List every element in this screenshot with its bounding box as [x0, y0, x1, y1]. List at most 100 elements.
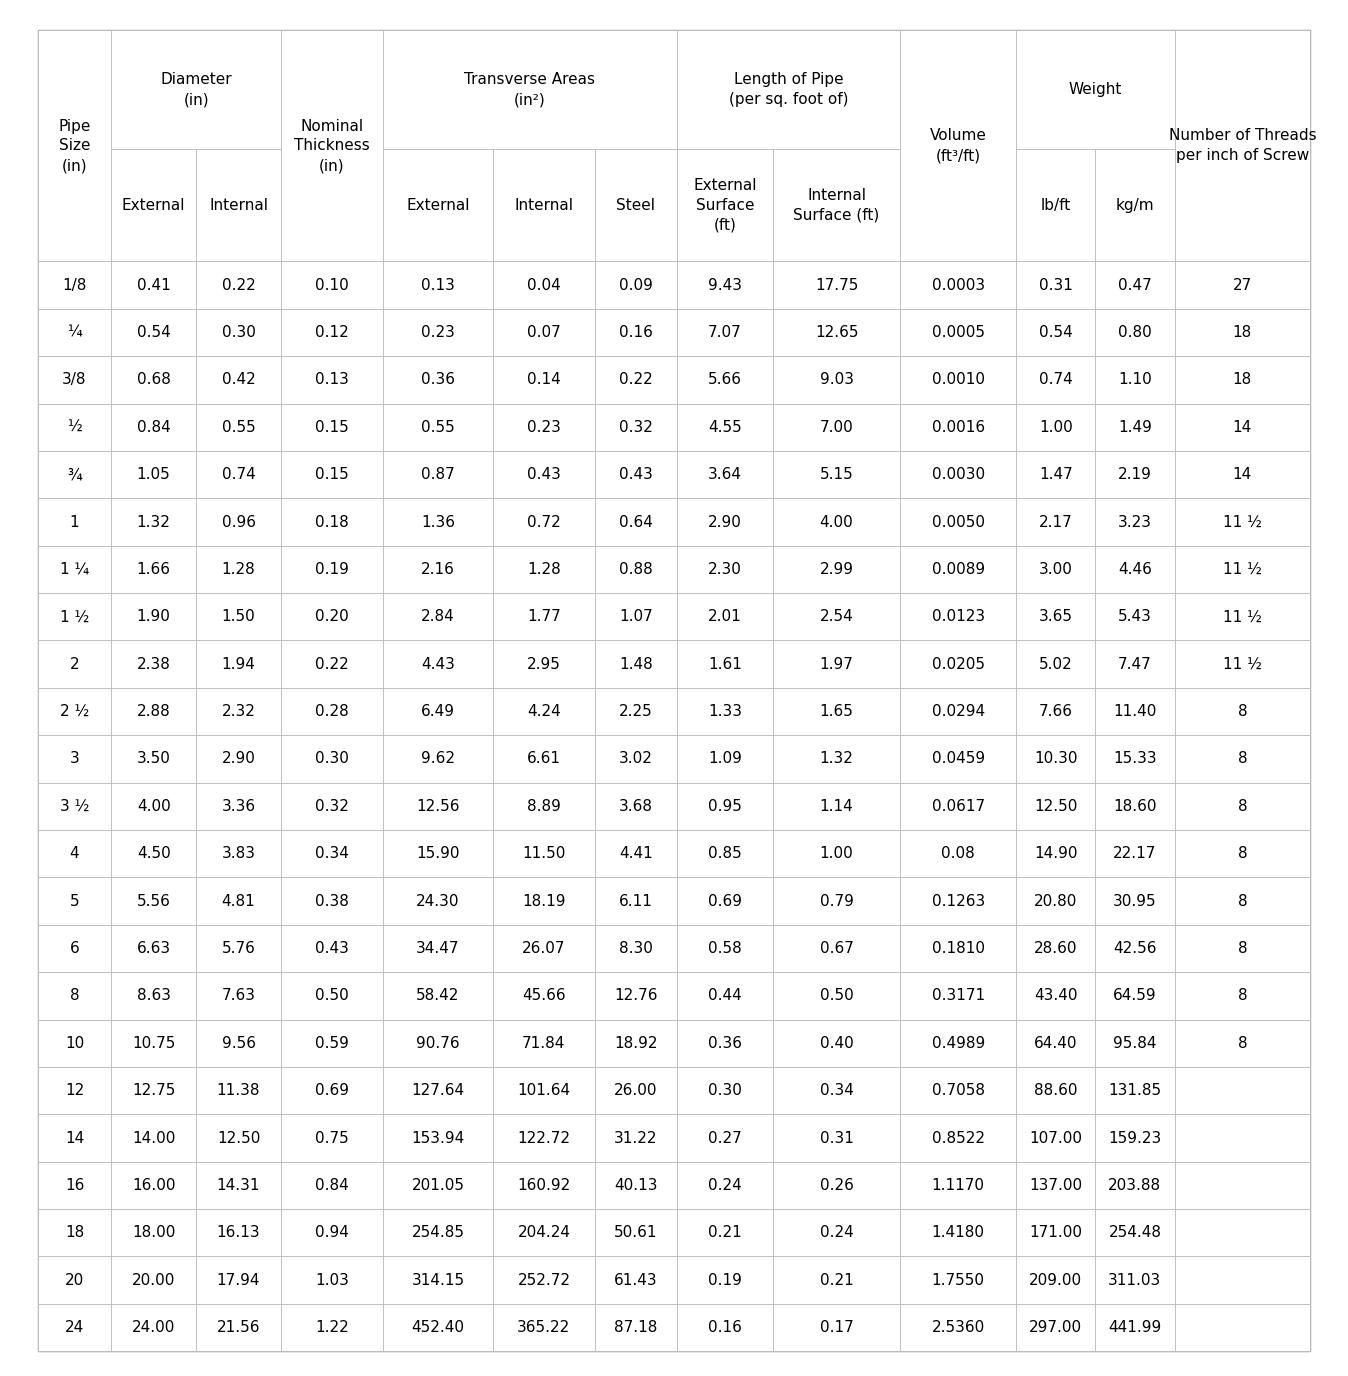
Text: 0.16: 0.16 — [708, 1320, 741, 1335]
Bar — [594, 403, 677, 451]
Bar — [1174, 878, 1310, 925]
Text: 18.60: 18.60 — [1113, 799, 1157, 813]
Text: 0.0005: 0.0005 — [931, 325, 984, 340]
Bar — [195, 1210, 280, 1256]
Text: 2.99: 2.99 — [820, 561, 853, 577]
Bar — [38, 688, 112, 735]
Text: 18.00: 18.00 — [132, 1225, 175, 1240]
Text: Number of Threads
per inch of Screw: Number of Threads per inch of Screw — [1169, 128, 1316, 164]
Bar — [677, 783, 772, 830]
Bar — [677, 403, 772, 451]
Bar — [900, 1020, 1016, 1066]
Text: 12.76: 12.76 — [615, 988, 658, 1003]
Text: Steel: Steel — [616, 198, 655, 213]
Text: 0.55: 0.55 — [421, 420, 454, 435]
Bar — [677, 593, 772, 640]
Bar — [1174, 640, 1310, 688]
Text: 18: 18 — [65, 1225, 84, 1240]
Bar — [383, 735, 493, 783]
Text: 0.0205: 0.0205 — [931, 656, 984, 671]
Text: 28.60: 28.60 — [1034, 941, 1077, 956]
Text: 1.1170: 1.1170 — [931, 1178, 984, 1193]
Bar — [1016, 830, 1096, 878]
Bar — [280, 783, 383, 830]
Bar — [383, 925, 493, 973]
Text: 4.00: 4.00 — [820, 515, 853, 530]
Text: 11 ½: 11 ½ — [1223, 656, 1262, 671]
Bar — [383, 783, 493, 830]
Bar — [280, 688, 383, 735]
Text: 1.22: 1.22 — [315, 1320, 349, 1335]
Bar — [112, 688, 195, 735]
Text: 2: 2 — [70, 656, 80, 671]
Bar — [1096, 308, 1174, 356]
Bar — [112, 308, 195, 356]
Bar — [38, 498, 112, 546]
Text: 27: 27 — [1233, 278, 1252, 293]
Bar — [195, 830, 280, 878]
Bar — [493, 498, 594, 546]
Text: 8: 8 — [1237, 846, 1247, 861]
Bar — [900, 640, 1016, 688]
Bar — [280, 973, 383, 1020]
Bar — [1174, 356, 1310, 403]
Bar — [493, 735, 594, 783]
Text: 0.23: 0.23 — [527, 420, 561, 435]
Text: 87.18: 87.18 — [615, 1320, 658, 1335]
Text: 1.05: 1.05 — [136, 468, 171, 482]
Text: 0.22: 0.22 — [221, 278, 255, 293]
Bar — [677, 149, 772, 261]
Bar — [1096, 1020, 1174, 1066]
Bar — [280, 1066, 383, 1115]
Text: 0.23: 0.23 — [421, 325, 454, 340]
Text: Pipe
Size
(in): Pipe Size (in) — [58, 118, 90, 173]
Text: 14: 14 — [1233, 468, 1252, 482]
Bar — [1174, 403, 1310, 451]
Text: 11.38: 11.38 — [217, 1083, 260, 1098]
Bar — [594, 356, 677, 403]
Text: 2.17: 2.17 — [1039, 515, 1073, 530]
Text: 5.02: 5.02 — [1039, 656, 1073, 671]
Bar — [1096, 830, 1174, 878]
Text: 43.40: 43.40 — [1034, 988, 1077, 1003]
Bar — [195, 308, 280, 356]
Text: 0.38: 0.38 — [315, 893, 349, 908]
Bar — [900, 783, 1016, 830]
Bar — [900, 451, 1016, 498]
Text: 8: 8 — [1237, 941, 1247, 956]
Bar — [1174, 451, 1310, 498]
Text: 0.43: 0.43 — [315, 941, 349, 956]
Text: 0.31: 0.31 — [1039, 278, 1073, 293]
Text: ½: ½ — [67, 420, 82, 435]
Bar — [112, 1115, 195, 1161]
Bar — [195, 261, 280, 308]
Text: 0.64: 0.64 — [619, 515, 652, 530]
Bar — [1016, 451, 1096, 498]
Bar — [900, 1210, 1016, 1256]
Text: 12.56: 12.56 — [417, 799, 460, 813]
Text: 0.68: 0.68 — [136, 373, 171, 388]
Bar — [112, 1020, 195, 1066]
Text: 22.17: 22.17 — [1113, 846, 1157, 861]
Text: 1.4180: 1.4180 — [931, 1225, 984, 1240]
Bar — [38, 593, 112, 640]
Bar — [280, 356, 383, 403]
Bar — [38, 830, 112, 878]
Text: 40.13: 40.13 — [615, 1178, 658, 1193]
Bar — [112, 30, 280, 149]
Text: 12.75: 12.75 — [132, 1083, 175, 1098]
Text: 4.50: 4.50 — [136, 846, 171, 861]
Text: 153.94: 153.94 — [411, 1131, 465, 1145]
Bar — [677, 1020, 772, 1066]
Bar — [1174, 1210, 1310, 1256]
Bar — [1016, 356, 1096, 403]
Bar — [195, 546, 280, 593]
Bar — [594, 783, 677, 830]
Text: 0.36: 0.36 — [708, 1036, 741, 1051]
Text: 1.97: 1.97 — [820, 656, 853, 671]
Bar — [493, 925, 594, 973]
Bar — [594, 308, 677, 356]
Bar — [493, 1115, 594, 1161]
Text: 7.66: 7.66 — [1039, 705, 1073, 720]
Text: 0.80: 0.80 — [1117, 325, 1151, 340]
